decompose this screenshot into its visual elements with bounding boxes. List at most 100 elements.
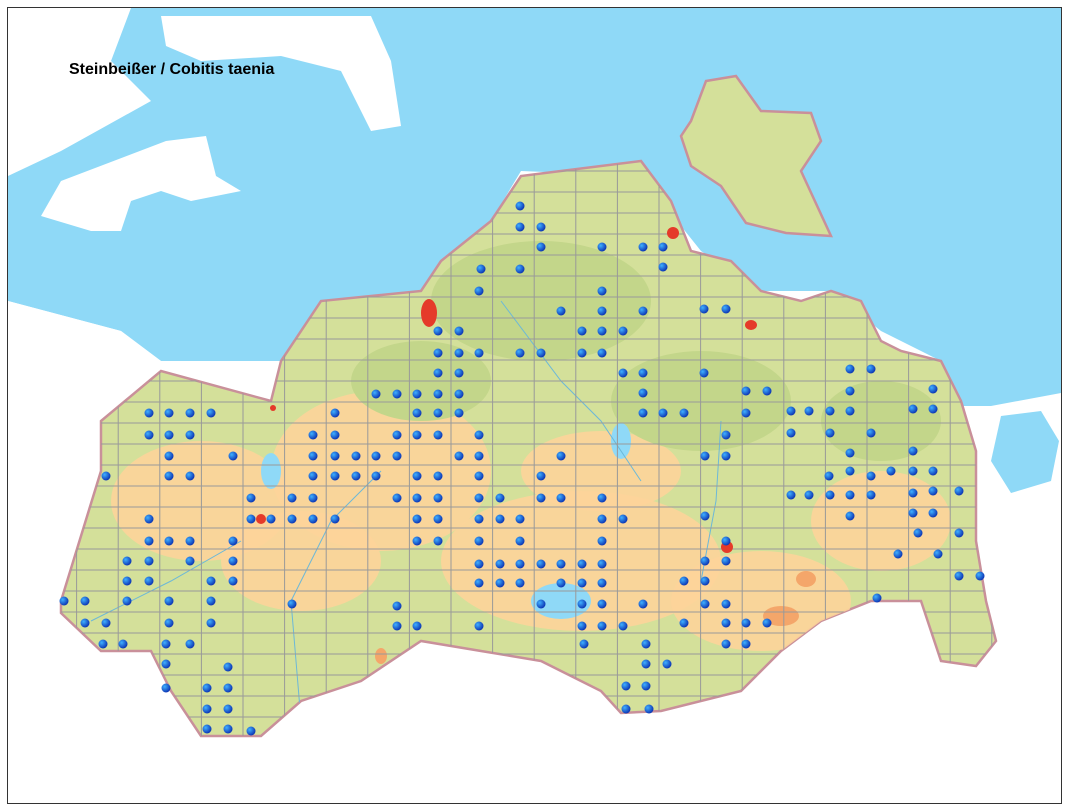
record-dot	[223, 683, 233, 693]
record-dot	[577, 559, 587, 569]
record-dot	[308, 493, 318, 503]
record-dot	[577, 348, 587, 358]
record-dot	[144, 408, 154, 418]
record-dot	[228, 451, 238, 461]
record-dot	[122, 556, 132, 566]
record-dot	[371, 451, 381, 461]
record-dot	[928, 404, 938, 414]
record-dot	[638, 388, 648, 398]
record-dot	[80, 596, 90, 606]
record-dot	[618, 621, 628, 631]
record-dot	[741, 386, 751, 396]
record-dot	[597, 578, 607, 588]
record-dot	[845, 364, 855, 374]
record-dot	[122, 576, 132, 586]
record-dot	[223, 704, 233, 714]
record-dot	[185, 536, 195, 546]
record-dot	[392, 601, 402, 611]
record-dot	[721, 430, 731, 440]
record-dot	[845, 490, 855, 500]
record-dot	[433, 326, 443, 336]
record-dot	[515, 559, 525, 569]
record-dot	[597, 621, 607, 631]
record-dot	[330, 430, 340, 440]
record-dot	[597, 348, 607, 358]
record-dot	[474, 348, 484, 358]
record-dot	[515, 264, 525, 274]
record-dot	[913, 528, 923, 538]
island-white	[41, 136, 241, 231]
record-dot	[433, 514, 443, 524]
record-dot	[495, 514, 505, 524]
record-dot	[206, 408, 216, 418]
city	[421, 299, 437, 327]
record-dot	[536, 222, 546, 232]
record-dot	[454, 368, 464, 378]
record-dot	[597, 514, 607, 524]
record-dot	[474, 286, 484, 296]
record-dot	[662, 659, 672, 669]
record-dot	[454, 408, 464, 418]
record-dot	[700, 556, 710, 566]
record-dot	[474, 493, 484, 503]
record-dot	[144, 430, 154, 440]
record-dot	[371, 389, 381, 399]
record-dot	[954, 571, 964, 581]
record-dot	[474, 578, 484, 588]
record-dot	[928, 384, 938, 394]
record-dot	[206, 618, 216, 628]
record-dot	[741, 408, 751, 418]
record-dot	[474, 536, 484, 546]
river	[290, 470, 382, 722]
record-dot	[287, 514, 297, 524]
record-dot	[641, 659, 651, 669]
record-dot	[618, 514, 628, 524]
record-dot	[928, 508, 938, 518]
record-dot	[454, 389, 464, 399]
record-dot	[618, 368, 628, 378]
record-dot	[700, 511, 710, 521]
island-land	[679, 74, 834, 238]
record-dot	[536, 559, 546, 569]
record-dot	[101, 618, 111, 628]
record-dot	[679, 618, 689, 628]
green-area	[821, 381, 941, 461]
record-dot	[597, 536, 607, 546]
record-dot	[597, 493, 607, 503]
record-dot	[495, 493, 505, 503]
record-dot	[164, 408, 174, 418]
record-dot	[933, 549, 943, 559]
record-dot	[351, 451, 361, 461]
record-dot	[536, 471, 546, 481]
upland-area	[521, 431, 681, 511]
record-dot	[164, 430, 174, 440]
record-dot	[721, 536, 731, 546]
record-dot	[866, 490, 876, 500]
record-dot	[556, 578, 566, 588]
record-dot	[474, 621, 484, 631]
record-dot	[536, 348, 546, 358]
record-dot	[908, 446, 918, 456]
distribution-map[interactable]	[8, 8, 1061, 803]
record-dot	[246, 726, 256, 736]
record-layer	[59, 201, 985, 736]
record-dot	[185, 639, 195, 649]
record-dot	[908, 404, 918, 414]
record-dot	[185, 430, 195, 440]
record-dot	[164, 471, 174, 481]
record-dot	[206, 576, 216, 586]
record-dot	[641, 639, 651, 649]
record-dot	[866, 428, 876, 438]
high-area	[796, 571, 816, 587]
record-dot	[928, 486, 938, 496]
upland-area	[671, 551, 851, 651]
record-dot	[556, 493, 566, 503]
record-dot	[638, 242, 648, 252]
record-dot	[786, 428, 796, 438]
record-dot	[597, 286, 607, 296]
map-title: Steinbeißer / Cobitis taenia	[69, 61, 275, 78]
record-dot	[721, 599, 731, 609]
record-dot	[412, 471, 422, 481]
city	[270, 405, 276, 411]
record-dot	[700, 599, 710, 609]
